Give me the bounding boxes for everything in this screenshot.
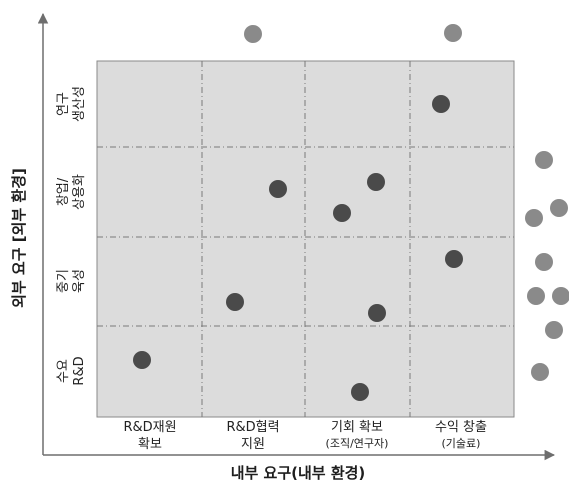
column-labels: R&D재원 확보 R&D협력 지원 기회 확보 (조직/연구자) 수익 창출 (… bbox=[123, 420, 487, 452]
top-point-revenue bbox=[444, 24, 462, 42]
row-labels: 연구 생산성 창업/ 상용화 중기 육성 수요 R&D bbox=[56, 86, 87, 386]
point-opportunity-startup-b bbox=[333, 204, 351, 222]
column-label-4-line2: (기술료) bbox=[442, 437, 481, 450]
row-label-2-line2: 상용화 bbox=[72, 174, 87, 210]
top-margin-points bbox=[244, 24, 462, 43]
row-label-1-line2: 생산성 bbox=[72, 86, 87, 122]
point-opportunity-startup-a bbox=[367, 173, 385, 191]
matrix-points bbox=[133, 95, 463, 401]
x-axis-title: 내부 요구(내부 환경) bbox=[231, 464, 366, 482]
right-point-5 bbox=[527, 287, 545, 305]
y-axis-title: 외부 요구 [외부 환경] bbox=[10, 168, 28, 308]
row-label-3-line1: 중기 bbox=[56, 269, 71, 293]
column-label-2-line1: R&D협력 bbox=[226, 420, 279, 435]
point-opportunity-demand-a bbox=[368, 304, 386, 322]
point-revenue-sme bbox=[445, 250, 463, 268]
right-point-7 bbox=[545, 321, 563, 339]
row-label-2-line1: 창업/ bbox=[56, 177, 71, 206]
row-label-4-line1: 수요 bbox=[56, 359, 71, 383]
grid-lines bbox=[97, 61, 514, 417]
point-cooperation-startup bbox=[269, 180, 287, 198]
point-revenue-productivity bbox=[432, 95, 450, 113]
column-label-3-line2: (조직/연구자) bbox=[326, 437, 389, 450]
row-label-1-line1: 연구 bbox=[56, 92, 71, 116]
right-point-3 bbox=[525, 209, 543, 227]
right-point-6 bbox=[552, 287, 569, 305]
column-label-1-line2: 확보 bbox=[138, 437, 162, 452]
row-label-4-line2: R&D bbox=[72, 356, 87, 385]
right-point-1 bbox=[535, 151, 553, 169]
point-cooperation-demand bbox=[226, 293, 244, 311]
column-label-1-line1: R&D재원 bbox=[123, 420, 176, 435]
right-margin-points bbox=[525, 151, 569, 381]
row-label-3-line2: 육성 bbox=[72, 269, 87, 293]
right-point-4 bbox=[535, 253, 553, 271]
top-point-cooperation bbox=[244, 25, 262, 43]
right-point-8 bbox=[531, 363, 549, 381]
point-opportunity-demand-b bbox=[351, 383, 369, 401]
column-label-3-line1: 기회 확보 bbox=[331, 420, 383, 435]
column-label-4-line1: 수익 창출 bbox=[435, 420, 487, 435]
point-funding-demand bbox=[133, 351, 151, 369]
column-label-2-line2: 지원 bbox=[241, 437, 265, 452]
right-point-2 bbox=[550, 199, 568, 217]
